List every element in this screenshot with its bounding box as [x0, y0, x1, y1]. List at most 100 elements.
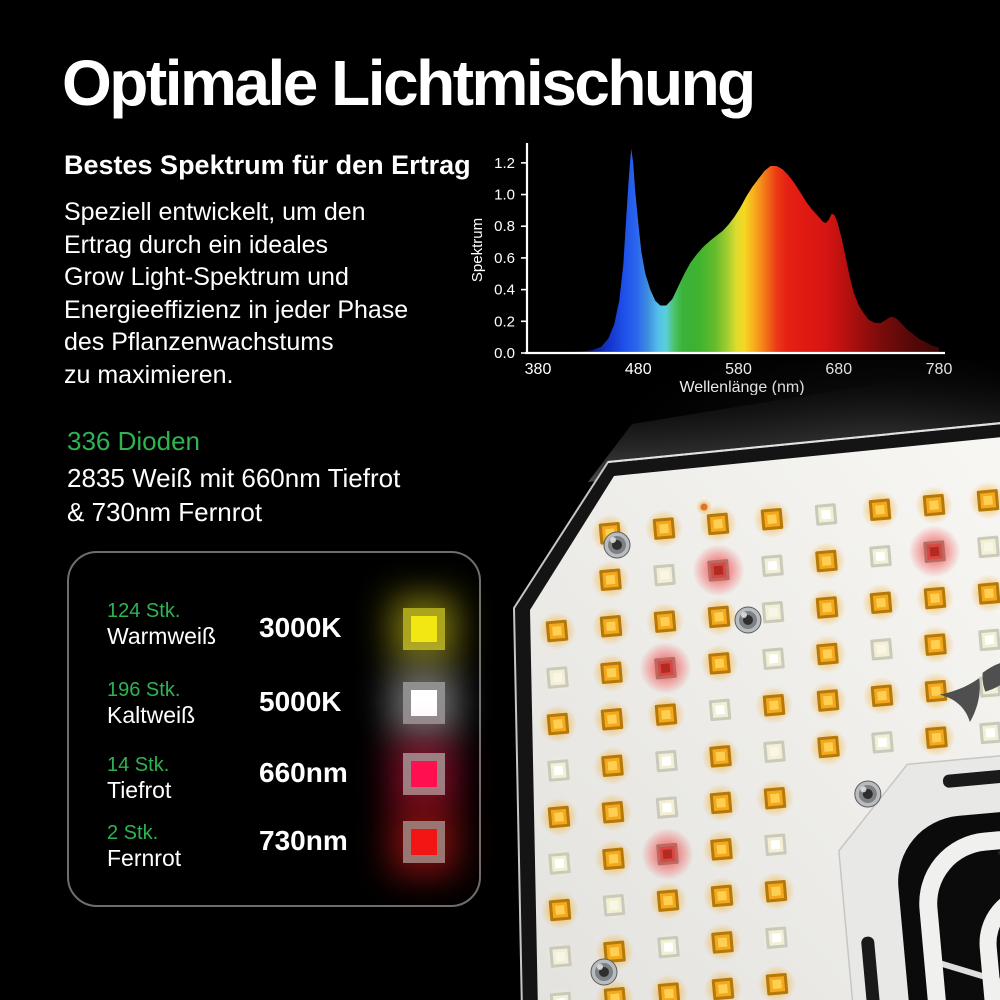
intro-paragraph: Speziell entwickelt, um den Ertrag durch… — [64, 196, 408, 391]
led-amber — [647, 695, 685, 734]
led-amber — [646, 602, 684, 641]
fan-blades — [929, 834, 1000, 1000]
led-amber — [541, 891, 579, 929]
intro-line: Ertrag durch ein ideales — [64, 230, 329, 259]
y-tick-label: 0.2 — [494, 313, 515, 330]
panel-edge-glow — [588, 363, 1000, 482]
spectrum-area — [538, 148, 939, 353]
led-red — [639, 642, 692, 695]
led-amber — [916, 579, 954, 618]
chart-axes — [525, 143, 945, 355]
led-amber — [594, 793, 632, 832]
brand-logo — [939, 660, 1000, 723]
led-amber — [704, 969, 742, 1000]
led-amber — [649, 881, 687, 920]
led-amber — [702, 830, 741, 869]
led-white — [546, 988, 576, 1000]
led-amber — [594, 839, 633, 878]
led-value: 660nm — [259, 757, 348, 788]
led-white — [811, 499, 841, 530]
led-amber — [591, 560, 630, 599]
led-color-swatch-inner — [411, 616, 437, 642]
led-amber — [753, 500, 791, 539]
led-white — [653, 932, 684, 963]
led-amber — [808, 635, 847, 673]
diode-spec-line: & 730nm Fernrot — [67, 497, 263, 527]
diode-count-label: 336 Dioden — [67, 426, 200, 456]
led-white — [545, 941, 576, 972]
diode-spec-text: 2835 Weiß mit 660nm Tiefrot & 730nm Fern… — [67, 461, 400, 529]
intro-line: Energieeffizienz in jeder Phase — [64, 295, 409, 324]
diode-spec-line: 2835 Weiß mit 660nm Tiefrot — [67, 463, 401, 493]
screw — [854, 780, 882, 808]
panel-screws — [590, 531, 762, 986]
led-white — [543, 755, 574, 786]
led-color-swatch-inner — [411, 761, 437, 787]
x-tick-label: 380 — [525, 361, 552, 378]
intro-heading: Bestes Spektrum für den Ertrag — [64, 150, 471, 180]
led-amber — [539, 705, 577, 743]
led-color-swatch-inner — [411, 690, 437, 716]
led-amber — [807, 542, 846, 580]
page-title: Optimale Lichtmischung — [62, 47, 756, 119]
led-amber — [863, 676, 901, 715]
led-value: 3000K — [259, 612, 342, 643]
led-amber — [861, 490, 899, 529]
led-value: 730nm — [259, 825, 348, 856]
led-amber — [593, 746, 632, 785]
led-amber — [808, 588, 846, 627]
led-white — [651, 746, 682, 777]
led-amber — [862, 583, 900, 622]
led-white — [759, 736, 790, 767]
led-white — [760, 829, 791, 860]
led-red — [692, 544, 745, 597]
fan-vent-slot — [942, 767, 1000, 788]
screw — [590, 958, 618, 986]
led-count: 14 Stk. — [107, 754, 170, 776]
led-white — [705, 694, 735, 725]
led-count: 124 Stk. — [107, 600, 181, 622]
led-amber — [593, 700, 631, 739]
led-amber — [917, 672, 955, 711]
led-count: 196 Stk. — [107, 679, 181, 701]
spectrum-chart: 0.00.20.40.60.81.01.2380480580680780Well… — [469, 143, 952, 395]
intro-line: Speziell entwickelt, um den — [64, 198, 366, 226]
small-diode-dot — [700, 503, 708, 511]
led-amber — [758, 965, 796, 1000]
led-type-name: Fernrot — [107, 845, 182, 871]
led-amber — [969, 481, 1000, 520]
led-amber — [650, 974, 688, 1000]
y-tick-label: 0.8 — [494, 218, 515, 235]
led-type-name: Warmweiß — [107, 623, 217, 649]
intro-line: zu maximieren. — [64, 360, 234, 389]
led-count: 2 Stk. — [107, 822, 159, 844]
led-white — [867, 727, 898, 758]
led-white — [544, 848, 575, 879]
led-table-row-label: 124 Stk. Warmweiß — [107, 599, 216, 650]
cooling-fan — [838, 731, 1000, 1000]
led-table-row-label: 196 Stk. Kaltweiß — [107, 678, 195, 729]
y-tick-label: 1.2 — [494, 155, 515, 172]
led-amber — [809, 681, 847, 720]
panel-top-highlight — [607, 422, 1000, 463]
led-white — [866, 634, 897, 665]
intro-line: Grow Light-Spektrum und — [64, 263, 349, 291]
led-white — [973, 531, 1000, 562]
screw — [603, 531, 631, 559]
led-white — [758, 643, 789, 674]
led-white — [542, 662, 573, 693]
led-white — [758, 597, 788, 628]
led-table-row-label: 2 Stk. Fernrot — [107, 821, 181, 872]
intro-line: des Pflanzenwachstums — [64, 328, 334, 356]
fan-vent-slot — [861, 936, 881, 1000]
led-color-swatch — [403, 682, 445, 724]
led-white — [649, 560, 680, 591]
led-amber — [915, 486, 953, 525]
led-white — [865, 541, 896, 572]
led-white — [975, 717, 1000, 748]
led-white — [757, 550, 788, 581]
led-amber — [756, 779, 794, 818]
y-tick-label: 0.6 — [494, 250, 515, 267]
led-panel-photo — [513, 360, 1000, 1000]
